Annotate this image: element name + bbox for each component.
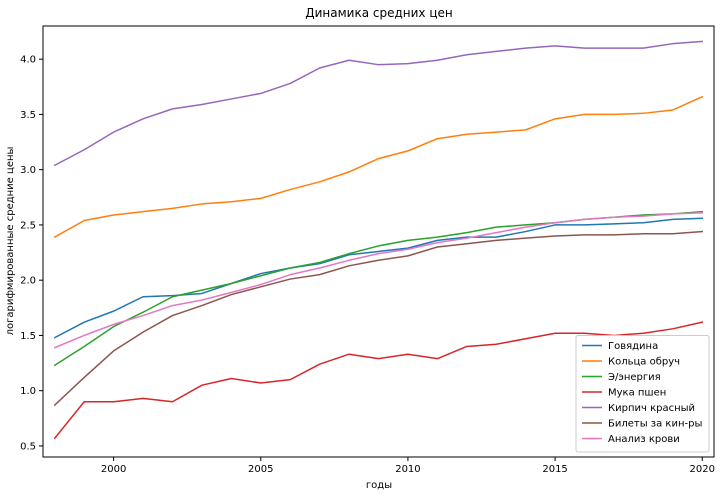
y-tick-label: 1.0	[20, 386, 36, 397]
y-tick-label: 3.5	[20, 110, 36, 121]
y-tick-label: 3.0	[20, 165, 36, 176]
plot-frame	[42, 25, 715, 458]
x-axis-label: годы	[366, 480, 392, 491]
series-line	[53, 230, 704, 407]
legend-box	[575, 335, 710, 453]
legend-label: Кольца обруч	[608, 357, 680, 368]
y-tick-label: 0.5	[20, 441, 36, 452]
series-line	[53, 217, 704, 339]
legend-label: Мука пшен	[608, 388, 666, 399]
series-line	[53, 321, 704, 440]
y-axis-label: логарифмированные средние цены	[5, 147, 16, 336]
series-line	[53, 40, 704, 167]
y-tick-label: 4.0	[20, 55, 36, 66]
series-line	[53, 95, 704, 239]
x-tick-label: 2015	[542, 464, 567, 475]
x-tick-label: 2000	[101, 464, 126, 475]
x-axis: 2000 2005 2010 2015 2020	[101, 457, 715, 475]
y-tick-label: 2.5	[20, 220, 36, 231]
x-tick-label: 2005	[248, 464, 273, 475]
y-axis: 0.5 1.0 1.5 2.0 2.5 3.0 3.5 4.0	[20, 55, 43, 452]
legend-label: Билеты за кин-ры	[608, 419, 702, 430]
legend-label: Говядина	[608, 341, 658, 352]
legend: Говядина Кольца обруч Э/энергия Мука пшен Ки…	[575, 335, 710, 453]
legend-label: Анализ крови	[608, 434, 680, 445]
legend-label: Э/энергия	[608, 372, 661, 383]
x-tick-label: 2020	[690, 464, 715, 475]
legend-label: Кирпич красный	[608, 403, 695, 414]
series-line	[53, 211, 704, 349]
series-lines	[53, 40, 704, 440]
y-tick-label: 1.5	[20, 331, 36, 342]
x-tick-label: 2010	[395, 464, 420, 475]
y-tick-label: 2.0	[20, 276, 36, 287]
chart-title: Динамика средних цен	[305, 6, 453, 20]
